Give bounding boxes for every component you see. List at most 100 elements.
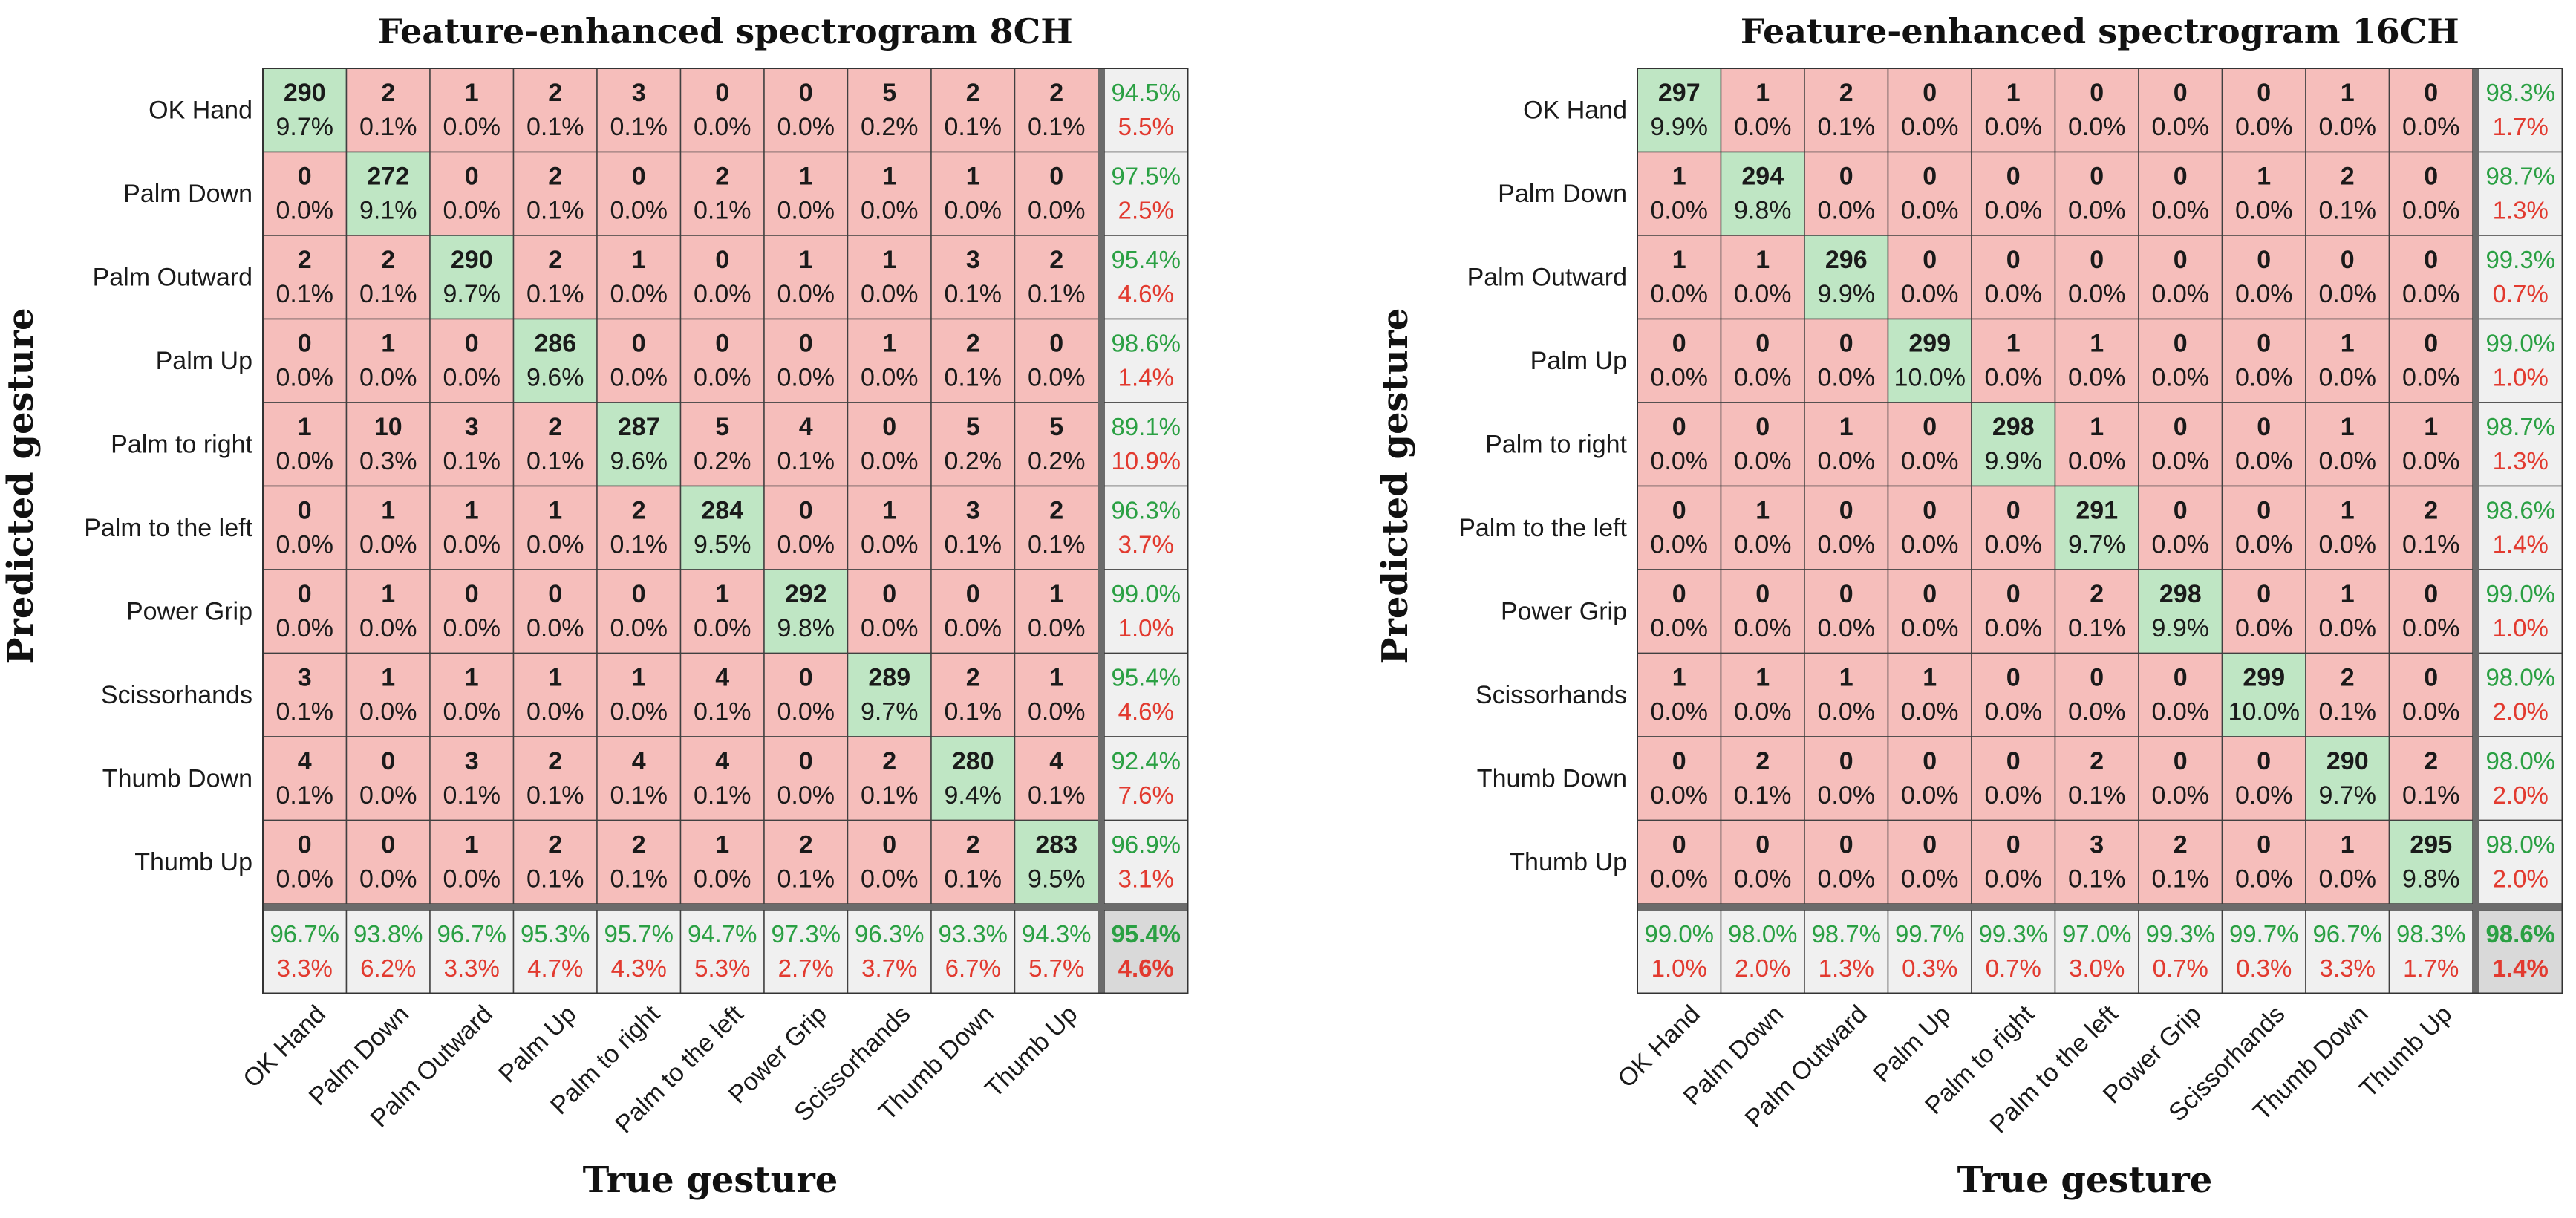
cell-percent: 0.0% xyxy=(777,531,835,559)
column-recall: 96.7% xyxy=(437,920,506,948)
cell-count: 0 xyxy=(1672,747,1686,775)
cell-percent: 0.0% xyxy=(1028,197,1086,225)
column-error-rate: 4.7% xyxy=(527,954,583,982)
cell-percent: 9.7% xyxy=(443,280,501,308)
cell-count: 0 xyxy=(2257,330,2271,358)
cell-count: 1 xyxy=(465,79,479,107)
cell-count: 0 xyxy=(298,163,312,191)
row-precision: 98.7% xyxy=(2485,413,2555,440)
matrix-cell-correct xyxy=(1887,318,1972,403)
row-summary-cell xyxy=(2478,151,2563,236)
cell-percent: 0.0% xyxy=(276,197,334,225)
cell-percent: 0.0% xyxy=(1901,531,1959,559)
cell-percent: 0.0% xyxy=(443,531,501,559)
cell-count: 0 xyxy=(2257,246,2271,274)
cell-count: 0 xyxy=(1672,497,1686,525)
cell-percent: 0.0% xyxy=(526,531,584,559)
cell-count: 2 xyxy=(882,747,896,775)
row-precision: 98.6% xyxy=(1111,330,1181,357)
cell-count: 4 xyxy=(799,413,813,441)
cell-percent: 0.0% xyxy=(1734,364,1792,392)
row-tick-label: Palm Up xyxy=(1530,347,1627,375)
column-recall: 94.7% xyxy=(688,920,757,948)
column-error-rate: 1.3% xyxy=(1819,954,1874,982)
row-precision: 99.0% xyxy=(1111,580,1181,608)
row-precision: 96.9% xyxy=(1111,831,1181,859)
cell-percent: 0.1% xyxy=(2068,781,2126,810)
row-error-rate: 3.7% xyxy=(1118,531,1174,558)
cell-count: 1 xyxy=(799,246,813,274)
column-tick-label: Thumb Up xyxy=(2354,1000,2457,1103)
matrix-cell-error xyxy=(512,235,598,320)
cell-percent: 0.1% xyxy=(610,531,668,559)
cell-count: 294 xyxy=(1741,163,1784,191)
matrix-cell-correct xyxy=(1720,151,1805,236)
cell-percent: 0.0% xyxy=(1985,781,2043,810)
cell-percent: 0.0% xyxy=(1734,280,1792,308)
column-summary-cell xyxy=(262,909,348,994)
cell-count: 2 xyxy=(1839,79,1853,107)
cell-percent: 0.1% xyxy=(610,781,668,810)
matrix-cell-error xyxy=(1887,68,1972,153)
column-recall: 94.3% xyxy=(1022,920,1092,948)
column-error-rate: 0.3% xyxy=(2236,954,2292,982)
cell-percent: 0.1% xyxy=(276,698,334,726)
cell-percent: 0.0% xyxy=(945,614,1002,642)
matrix-cell-error xyxy=(2054,318,2139,403)
cell-percent: 9.5% xyxy=(694,531,751,559)
matrix-cell-error xyxy=(1637,652,1722,737)
cell-percent: 0.0% xyxy=(443,197,501,225)
cell-percent: 0.0% xyxy=(443,698,501,726)
cell-percent: 0.0% xyxy=(1651,280,1709,308)
cell-percent: 0.0% xyxy=(861,447,919,475)
matrix-cell-error xyxy=(1014,652,1099,737)
cell-count: 0 xyxy=(465,163,479,191)
row-error-rate: 2.0% xyxy=(2493,698,2549,726)
matrix-cell-error xyxy=(2221,736,2306,821)
row-precision: 95.4% xyxy=(1111,664,1181,691)
cell-percent: 0.0% xyxy=(2319,614,2377,642)
matrix-cell-error xyxy=(679,569,765,654)
x-axis-label: True gesture xyxy=(1957,1159,2213,1201)
cell-percent: 0.0% xyxy=(443,364,501,392)
matrix-cell-error xyxy=(1971,819,2056,905)
cell-count: 283 xyxy=(1035,831,1077,859)
column-summary-cell xyxy=(2388,909,2474,994)
matrix-cell-error xyxy=(1887,569,1972,654)
matrix-cell-error xyxy=(262,736,348,821)
matrix-cell-error xyxy=(1804,402,1889,487)
cell-count: 3 xyxy=(465,413,479,441)
cell-count: 1 xyxy=(381,664,395,692)
matrix-cell-error xyxy=(1720,318,1805,403)
column-summary-cell xyxy=(1720,909,1805,994)
cell-percent: 0.0% xyxy=(359,698,417,726)
row-summary-cell xyxy=(2478,402,2563,487)
cell-percent: 0.0% xyxy=(2152,531,2210,559)
cell-count: 0 xyxy=(2006,163,2021,191)
matrix-cell-error xyxy=(2388,402,2474,487)
row-summary-cell xyxy=(2478,736,2563,821)
cell-count: 10 xyxy=(374,413,402,441)
cell-count: 0 xyxy=(1923,580,1937,608)
row-precision: 89.1% xyxy=(1111,413,1181,440)
cell-percent: 0.0% xyxy=(610,364,668,392)
matrix-cell-correct xyxy=(679,485,765,570)
matrix-cell-error xyxy=(2221,318,2306,403)
cell-percent: 0.1% xyxy=(861,781,919,810)
cell-count: 2 xyxy=(1049,246,1063,274)
cell-count: 0 xyxy=(1923,163,1937,191)
cell-count: 290 xyxy=(451,246,493,274)
matrix-cell-error xyxy=(847,402,932,487)
row-precision: 95.4% xyxy=(1111,246,1181,273)
matrix-cell-error xyxy=(429,151,515,236)
matrix-cell-error xyxy=(1971,485,2056,570)
matrix-cell-error xyxy=(2305,569,2390,654)
cell-count: 1 xyxy=(1672,246,1686,274)
cell-percent: 0.1% xyxy=(526,280,584,308)
cell-count: 3 xyxy=(632,79,646,107)
matrix-cell-error xyxy=(262,151,348,236)
cell-percent: 0.0% xyxy=(1734,447,1792,475)
matrix-cell-error xyxy=(679,68,765,153)
cell-count: 0 xyxy=(548,580,562,608)
cell-percent: 0.0% xyxy=(2068,447,2126,475)
